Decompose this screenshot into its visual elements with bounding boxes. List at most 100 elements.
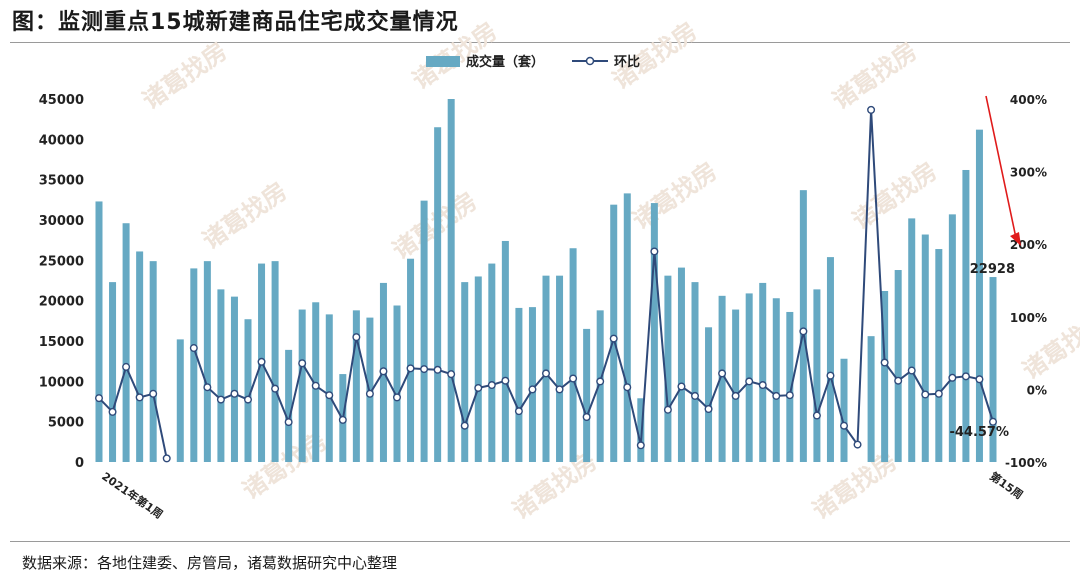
- point: [894, 376, 903, 385]
- bar: [420, 200, 428, 462]
- bar: [759, 282, 767, 462]
- y-right-tick-label: -100%: [1005, 456, 1047, 470]
- point: [108, 407, 117, 416]
- source-note: 数据来源：各地住建委、房管局，诸葛数据研究中心整理: [22, 554, 398, 572]
- point: [420, 365, 429, 374]
- point: [135, 393, 144, 402]
- point: [785, 391, 794, 400]
- point: [623, 383, 632, 392]
- point: [867, 105, 876, 114]
- point: [663, 405, 672, 414]
- watermark-text: 诸葛找房: [197, 177, 292, 255]
- y-right-tick-label: 0%: [1027, 383, 1047, 397]
- bar: [948, 214, 956, 462]
- bar: [962, 169, 970, 462]
- point: [840, 421, 849, 430]
- point: [650, 247, 659, 256]
- point: [284, 418, 293, 427]
- bar-data-label: 22928: [970, 262, 1015, 277]
- red-arrow-annotation: [985, 95, 1021, 246]
- bar: [136, 251, 144, 462]
- y-left-tick-label: 20000: [39, 295, 84, 310]
- chart-legend: 成交量（套） 环比: [426, 54, 640, 70]
- bar: [732, 309, 740, 462]
- bar: [393, 305, 401, 462]
- bar: [975, 129, 983, 463]
- x-tick-label: 2021年第1周: [99, 469, 165, 521]
- y-left-tick-label: 45000: [39, 93, 84, 108]
- bar: [434, 127, 442, 462]
- y-left-tick-label: 15000: [39, 335, 84, 350]
- red-arrow-shaft: [985, 95, 1017, 239]
- bar: [122, 223, 130, 462]
- bar: [542, 275, 550, 462]
- point: [718, 369, 727, 378]
- bar: [217, 289, 225, 462]
- bar: [921, 234, 929, 462]
- bar: [515, 307, 523, 462]
- watermark-text: 诸葛找房: [137, 37, 232, 115]
- bar: [230, 296, 238, 462]
- point: [325, 391, 334, 400]
- y-left-tick-label: 35000: [39, 174, 84, 189]
- point: [704, 405, 713, 414]
- point: [311, 381, 320, 390]
- bar: [786, 311, 794, 462]
- line-data-label: -44.57%: [949, 425, 1009, 440]
- legend-line-marker: [585, 56, 595, 66]
- point: [555, 385, 564, 394]
- bar: [556, 275, 564, 462]
- point: [149, 389, 158, 398]
- point: [433, 365, 442, 374]
- bar: [596, 310, 604, 462]
- bar: [894, 270, 902, 462]
- bar: [203, 261, 211, 462]
- point: [542, 369, 551, 378]
- bar: [461, 282, 469, 462]
- bar: [407, 258, 415, 462]
- point: [94, 394, 103, 403]
- bar: [677, 267, 685, 462]
- point: [257, 357, 266, 366]
- point: [921, 390, 930, 399]
- bar: [691, 282, 699, 462]
- bar: [650, 203, 658, 462]
- bar: [488, 263, 496, 462]
- bar: [813, 289, 821, 462]
- bar: [501, 240, 509, 462]
- point: [487, 381, 496, 390]
- bar: [881, 290, 889, 462]
- point: [298, 359, 307, 368]
- point: [989, 417, 998, 426]
- bar: [244, 319, 252, 462]
- point: [853, 440, 862, 449]
- point: [812, 411, 821, 420]
- x-tick-label: 第15周: [987, 469, 1026, 502]
- point: [189, 344, 198, 353]
- point: [799, 327, 808, 336]
- bar: [325, 314, 333, 462]
- y-left-tick-label: 40000: [39, 133, 84, 148]
- footer-divider: [10, 541, 1070, 542]
- bar: [664, 275, 672, 462]
- bar: [271, 261, 279, 462]
- bar: [528, 307, 536, 462]
- point: [582, 412, 591, 421]
- point: [514, 407, 523, 416]
- bar: [352, 310, 360, 462]
- line-series: [94, 105, 998, 463]
- bar: [285, 349, 293, 462]
- point: [122, 362, 131, 371]
- y-left-tick-label: 30000: [39, 214, 84, 229]
- bar: [623, 193, 631, 462]
- point: [772, 391, 781, 400]
- bar: [637, 398, 645, 462]
- y-right-tick-label: 300%: [1010, 166, 1047, 180]
- point: [975, 375, 984, 384]
- y-left-tick-label: 5000: [48, 416, 84, 431]
- bar: [149, 261, 157, 462]
- y-left-tick-label: 10000: [39, 375, 84, 390]
- watermark-text: 诸葛找房: [627, 157, 722, 235]
